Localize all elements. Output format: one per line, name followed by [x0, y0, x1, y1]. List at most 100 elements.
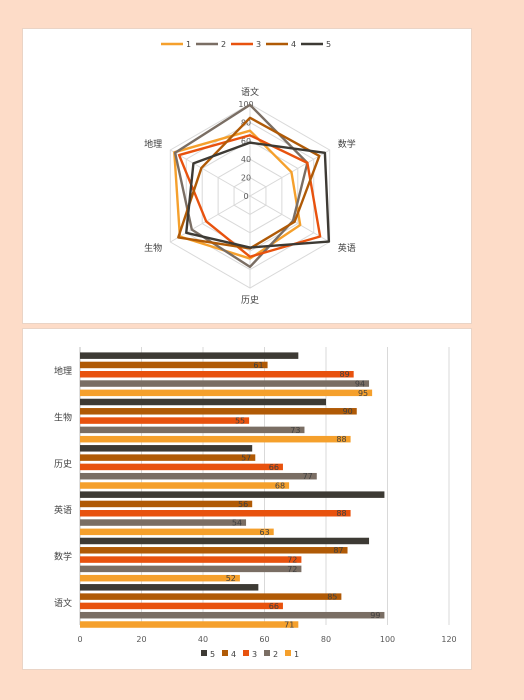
- x-tick-label: 20: [136, 635, 146, 644]
- bar-data-label: 85: [327, 593, 337, 602]
- bar-data-label: 89: [339, 370, 349, 379]
- legend-swatch-2: [264, 650, 270, 656]
- bar-4: [80, 361, 268, 369]
- legend-swatch-5: [201, 650, 207, 656]
- legend-label-1: 1: [294, 650, 299, 659]
- bar-category-label: 地理: [54, 365, 72, 377]
- bar-category-label: 历史: [54, 458, 72, 470]
- radar-series-3: [177, 134, 322, 258]
- bar-data-label: 57: [241, 454, 251, 463]
- radar-tick-label: 0: [243, 192, 248, 201]
- bar-1: [80, 574, 240, 582]
- bar-5: [80, 537, 370, 545]
- radar-series-5: [185, 141, 331, 249]
- bar-1: [80, 435, 351, 443]
- bar-2: [80, 519, 247, 526]
- radar-category-label: 生物: [144, 242, 162, 254]
- bar-2: [80, 380, 370, 387]
- bar-data-label: 72: [287, 556, 297, 565]
- x-tick-label: 100: [380, 635, 395, 644]
- bar-data-label: 71: [284, 620, 294, 629]
- bar-data-label: 88: [336, 435, 346, 444]
- x-tick-label: 40: [198, 635, 208, 644]
- x-tick-label: 80: [321, 635, 331, 644]
- bar-5: [80, 445, 253, 452]
- bar-data-label: 63: [260, 528, 270, 537]
- bar-data-label: 88: [336, 509, 346, 518]
- bar-4: [80, 547, 348, 554]
- bar-2: [80, 565, 302, 573]
- bar-data-label: 55: [235, 417, 245, 426]
- radar-spoke: [170, 149, 251, 197]
- bar-data-label: 66: [269, 602, 279, 611]
- bar-1: [80, 621, 299, 628]
- bar-3: [80, 602, 283, 610]
- radar-category-label: 数学: [338, 138, 356, 150]
- bar-data-label: 73: [290, 426, 300, 435]
- bar-3: [80, 371, 354, 378]
- legend-label-5: 5: [326, 40, 331, 49]
- bar-3: [80, 463, 283, 471]
- bar-1: [80, 389, 373, 397]
- bar-5: [80, 491, 385, 498]
- bar-chart: 0 20 40 60 80 100 120语文85669971数学87727252英语568…: [54, 347, 457, 659]
- bar-data-label: 95: [358, 389, 368, 398]
- legend-label-2: 2: [273, 650, 278, 659]
- bar-4: [80, 454, 256, 461]
- radar-tick-label: 60: [241, 137, 251, 146]
- radar-category-label: 语文: [241, 86, 259, 98]
- bar-data-label: 66: [269, 463, 279, 472]
- bar-data-label: 52: [226, 574, 236, 583]
- radar-spoke: [249, 149, 330, 197]
- legend-swatch-3: [243, 650, 249, 656]
- legend-label-5: 5: [210, 650, 215, 659]
- bar-category-label: 语文: [54, 597, 72, 609]
- bar-5: [80, 398, 326, 406]
- bar-2: [80, 426, 305, 434]
- radar-category-label: 英语: [338, 242, 356, 254]
- radar-category-label: 历史: [241, 294, 259, 306]
- x-tick-label: 120: [441, 635, 456, 644]
- radar-chart-panel: 0 20 40 60 80 100 语文 数学 英语 历史 生物 地理 1 2 3 4 5: [22, 28, 472, 324]
- bar-4: [80, 408, 357, 415]
- x-tick-label: 0: [77, 635, 82, 644]
- legend-label-1: 1: [186, 40, 191, 49]
- radar-tick-label: 100: [238, 100, 253, 109]
- legend-label-3: 3: [252, 650, 257, 659]
- radar-spoke: [170, 195, 251, 243]
- legend-swatch-4: [222, 650, 228, 656]
- bar-5: [80, 584, 259, 591]
- radar-spoke: [249, 195, 330, 243]
- bar-4: [80, 500, 253, 508]
- bar-3: [80, 556, 302, 563]
- bar-data-label: 61: [253, 361, 263, 370]
- bar-3: [80, 510, 351, 517]
- legend-swatch-1: [285, 650, 291, 656]
- bar-3: [80, 417, 250, 424]
- bar-5: [80, 352, 299, 359]
- bar-1: [80, 482, 290, 489]
- bar-data-label: 90: [343, 407, 353, 416]
- radar-tick-label: 40: [241, 155, 251, 164]
- legend-label-3: 3: [256, 40, 261, 49]
- bar-data-label: 68: [275, 481, 285, 490]
- bar-2: [80, 472, 317, 480]
- bar-data-label: 56: [238, 500, 248, 509]
- bar-chart-panel: 0 20 40 60 80 100 120 语文 85 66 99 71 数学 87 72 72 52 英语 56 8…: [22, 328, 472, 670]
- legend-label-2: 2: [221, 40, 226, 49]
- bar-data-label: 87: [333, 546, 343, 555]
- bar-2: [80, 611, 385, 619]
- bar-data-label: 54: [232, 519, 242, 528]
- legend-label-4: 4: [231, 650, 236, 659]
- radar-category-label: 地理: [144, 138, 162, 150]
- bar-data-label: 99: [370, 611, 380, 620]
- bar-4: [80, 593, 342, 600]
- bar-data-label: 77: [303, 472, 313, 481]
- bar-category-label: 数学: [54, 551, 72, 563]
- bar-data-label: 72: [287, 565, 297, 574]
- radar-tick-label: 20: [241, 174, 251, 183]
- bar-category-label: 生物: [54, 412, 72, 424]
- bar-1: [80, 528, 274, 536]
- bar-data-label: 94: [355, 380, 365, 389]
